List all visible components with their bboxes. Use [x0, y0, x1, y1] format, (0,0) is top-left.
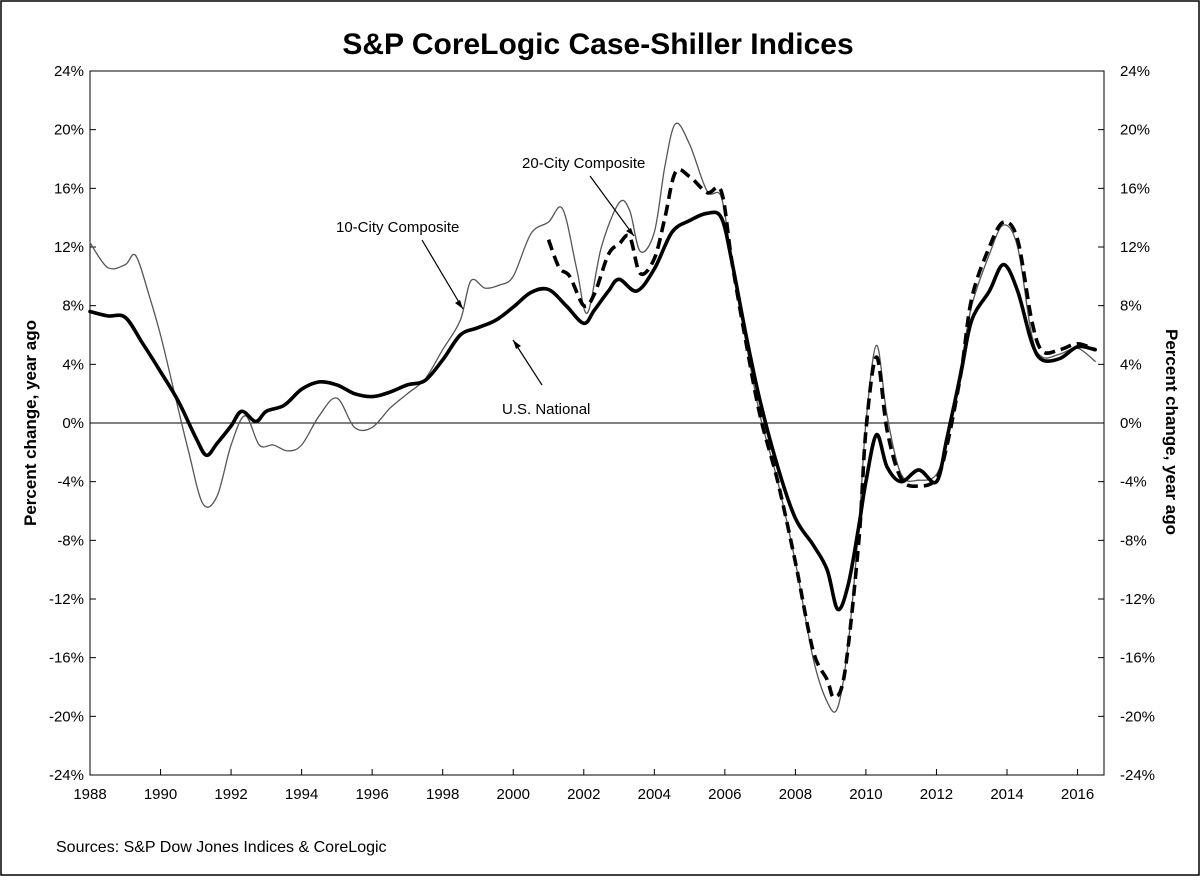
annotation-10-city: 10-City Composite: [336, 219, 459, 236]
y-tick-label-left: 8%: [62, 298, 84, 315]
y-tick-label-left: -12%: [49, 591, 84, 608]
y-tick-label-left: -20%: [49, 708, 84, 725]
y-tick-label-right: -4%: [1120, 474, 1147, 491]
x-tick-label: 2012: [920, 786, 953, 803]
x-tick-label: 1988: [73, 786, 106, 803]
y-axis-title-left: Percent change, year ago: [21, 320, 40, 526]
y-tick-label-left: 12%: [54, 239, 84, 256]
y-tick-label-left: -16%: [49, 650, 84, 667]
series-line-u-s-national: [88, 210, 1097, 612]
x-tick-label: 1998: [426, 786, 459, 803]
annotation-us-national-arrowhead: [513, 340, 521, 349]
x-tick-label: 1990: [144, 786, 177, 803]
x-tick-label: 2016: [1061, 786, 1094, 803]
y-tick-label-left: -8%: [57, 532, 84, 549]
annotation-us-national: U.S. National: [502, 401, 590, 418]
y-tick-label-right: 0%: [1120, 415, 1142, 432]
y-tick-label-left: 24%: [54, 63, 84, 80]
y-axis-right: -24% -20% -16% -12% -8% -4% 0% 4% 8% 12% 16% 20% 24%: [1098, 63, 1155, 784]
y-axis-left: -24% -20% -16% -12% -8% -4% 0% 4% 8% 12% 16% 20% 24%: [49, 63, 96, 784]
y-axis-title-right: Percent change, year ago: [1162, 329, 1181, 535]
chart-title: S&P CoreLogic Case-Shiller Indices: [342, 28, 853, 61]
annotation-20-city: 20-City Composite: [522, 155, 645, 172]
x-tick-label: 2008: [779, 786, 812, 803]
y-tick-label-right: -12%: [1120, 591, 1155, 608]
y-tick-label-left: 4%: [62, 356, 84, 373]
x-tick-label: 2000: [497, 786, 530, 803]
y-tick-label-left: -24%: [49, 767, 84, 784]
series-line-20-city-composite: [546, 167, 1096, 700]
y-tick-label-right: 8%: [1120, 298, 1142, 315]
series-line-10-city-composite: [89, 122, 1096, 713]
y-tick-label-right: 20%: [1120, 122, 1150, 139]
y-tick-label-right: 24%: [1120, 63, 1150, 80]
y-tick-label-right: -16%: [1120, 650, 1155, 667]
annotation-20-city-arrowhead: [626, 228, 634, 236]
y-tick-label-right: -24%: [1120, 767, 1155, 784]
series-layer: [88, 122, 1097, 713]
y-tick-label-right: -8%: [1120, 532, 1147, 549]
annotation-10-city-arrow: [421, 239, 464, 310]
x-axis: 1988 1990 1992 1994 1996 1998 2000 2002 2004 2006…: [73, 769, 1094, 803]
x-tick-label: 2014: [990, 786, 1023, 803]
annotation-10-city-arrowhead: [455, 300, 463, 309]
x-tick-label: 2006: [708, 786, 741, 803]
x-tick-label: 2004: [638, 786, 671, 803]
annotation-20-city-arrow: [589, 175, 635, 237]
x-tick-label: 1992: [214, 786, 247, 803]
y-tick-label-left: 20%: [54, 122, 84, 139]
y-tick-label-right: -20%: [1120, 708, 1155, 725]
y-tick-label-left: -4%: [57, 474, 84, 491]
y-tick-label-right: 4%: [1120, 356, 1142, 373]
x-tick-label: 1996: [355, 786, 388, 803]
y-tick-label-right: 16%: [1120, 180, 1150, 197]
y-tick-label-left: 16%: [54, 180, 84, 197]
x-tick-label: 2010: [849, 786, 882, 803]
y-tick-label-left: 0%: [62, 415, 84, 432]
x-tick-label: 1994: [285, 786, 318, 803]
y-tick-label-right: 12%: [1120, 239, 1150, 256]
x-tick-label: 2002: [567, 786, 600, 803]
source-note: Sources: S&P Dow Jones Indices & CoreLog…: [56, 839, 387, 856]
